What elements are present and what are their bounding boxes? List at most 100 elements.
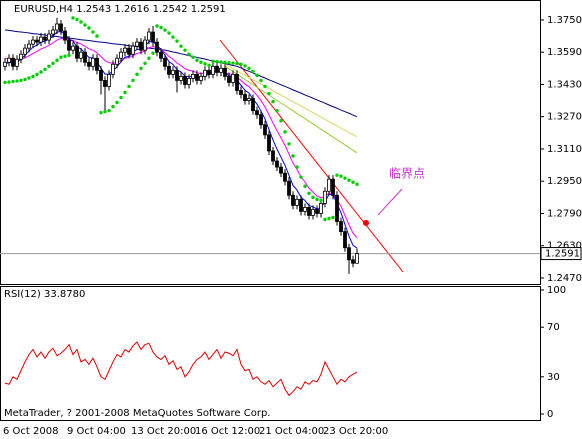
candle-body xyxy=(3,61,7,67)
candle-body xyxy=(103,80,107,87)
sar-dot xyxy=(267,91,271,96)
sar-dot xyxy=(47,64,51,69)
candle-body xyxy=(99,69,103,81)
sar-dot xyxy=(171,35,175,39)
rsi-panel xyxy=(0,286,541,421)
y-tick-label: 1.3590 xyxy=(547,47,582,58)
candle-body xyxy=(95,57,99,71)
candle-body xyxy=(143,39,147,51)
candle-body xyxy=(331,178,335,196)
y-tick-label: 1.2790 xyxy=(547,208,582,219)
sar-dot xyxy=(215,59,219,64)
sar-dot xyxy=(295,165,299,169)
sar-dot xyxy=(211,59,215,63)
sar-dot xyxy=(187,52,191,56)
candle-body xyxy=(71,45,75,51)
sar-dot xyxy=(223,60,227,64)
sar-dot xyxy=(243,64,247,68)
candle-body xyxy=(115,57,119,65)
candle-body xyxy=(15,58,19,67)
sar-dot xyxy=(339,174,343,178)
candle-body xyxy=(227,75,231,83)
x-tick-label: 13 Oct 20:00 xyxy=(131,426,196,437)
candle-body xyxy=(67,39,71,51)
y-tick-label: 0 xyxy=(547,409,553,420)
candle-body xyxy=(335,194,339,222)
candle-body xyxy=(351,259,355,264)
sar-dot xyxy=(291,154,295,158)
candle-body xyxy=(191,73,195,79)
candle-body xyxy=(231,73,235,83)
sar-dot xyxy=(299,175,303,179)
sar-dot xyxy=(91,30,95,34)
sar-dot xyxy=(23,77,27,82)
sar-dot xyxy=(351,180,355,184)
candle-body xyxy=(155,41,159,53)
candle-body xyxy=(139,41,143,51)
candle-body xyxy=(323,190,327,204)
sar-dot xyxy=(123,90,127,95)
x-tick-label: 16 Oct 12:00 xyxy=(195,426,260,437)
moving-average xyxy=(224,65,358,154)
candle-body xyxy=(355,253,359,264)
candle-body xyxy=(147,31,151,41)
sar-dot xyxy=(167,31,171,35)
sar-dot xyxy=(155,24,159,28)
sar-dot xyxy=(71,16,75,20)
candle-body xyxy=(7,57,11,63)
candle-body xyxy=(23,47,27,55)
moving-average xyxy=(224,63,358,138)
candle-body xyxy=(259,114,263,126)
candle-body xyxy=(107,73,111,87)
sar-dot xyxy=(67,53,71,57)
sar-dot xyxy=(191,55,195,59)
sar-dot xyxy=(247,66,251,71)
sar-dot xyxy=(259,78,263,83)
rsi-header: RSI(12) 33.8780 xyxy=(4,289,85,300)
candle-body xyxy=(307,207,311,216)
sar-dot xyxy=(179,44,183,48)
x-tick-label: 6 Oct 2008 xyxy=(3,426,58,437)
candle-body xyxy=(19,53,23,60)
sar-dot xyxy=(303,184,307,188)
sar-dot xyxy=(3,80,7,85)
candle-body xyxy=(123,47,127,53)
price-header: EURUSD,H4 1.2543 1.2616 1.2542 1.2591 xyxy=(14,4,226,15)
sar-dot xyxy=(27,76,31,80)
sar-dot xyxy=(99,110,103,115)
sar-dot xyxy=(175,39,179,43)
sar-dot xyxy=(311,195,315,200)
sar-dot xyxy=(139,66,143,71)
candle-body xyxy=(339,221,343,232)
symbol: EURUSD,H4 xyxy=(14,4,73,15)
sar-dot xyxy=(323,217,327,222)
sar-dot xyxy=(43,67,47,72)
candle-body xyxy=(75,45,79,59)
candle-body xyxy=(295,198,299,206)
candle-body xyxy=(311,209,315,216)
moving-average xyxy=(4,31,358,249)
candle-body xyxy=(347,247,351,261)
candle-body xyxy=(195,73,199,81)
y-tick-label: 1.3430 xyxy=(547,79,582,90)
candle-body xyxy=(11,57,15,67)
y-tick-label: 1.2630 xyxy=(547,241,582,252)
sar-dot xyxy=(327,216,331,221)
close-value: 1.2591 xyxy=(191,4,226,15)
candle-body xyxy=(223,67,227,77)
candle-body xyxy=(267,134,271,152)
candle-body xyxy=(31,39,35,45)
sar-dot xyxy=(103,109,107,114)
candle-body xyxy=(55,23,59,31)
trend-line xyxy=(219,39,404,273)
sar-dot xyxy=(307,191,311,195)
sar-dot xyxy=(331,215,335,220)
open-value: 1.2543 xyxy=(76,4,111,15)
candle-body xyxy=(131,45,135,55)
candle-body xyxy=(275,160,279,168)
sar-dot xyxy=(199,60,203,64)
sar-dot xyxy=(51,61,55,65)
leader-line xyxy=(377,188,403,216)
candle-body xyxy=(183,75,187,85)
candle-body xyxy=(59,23,63,32)
